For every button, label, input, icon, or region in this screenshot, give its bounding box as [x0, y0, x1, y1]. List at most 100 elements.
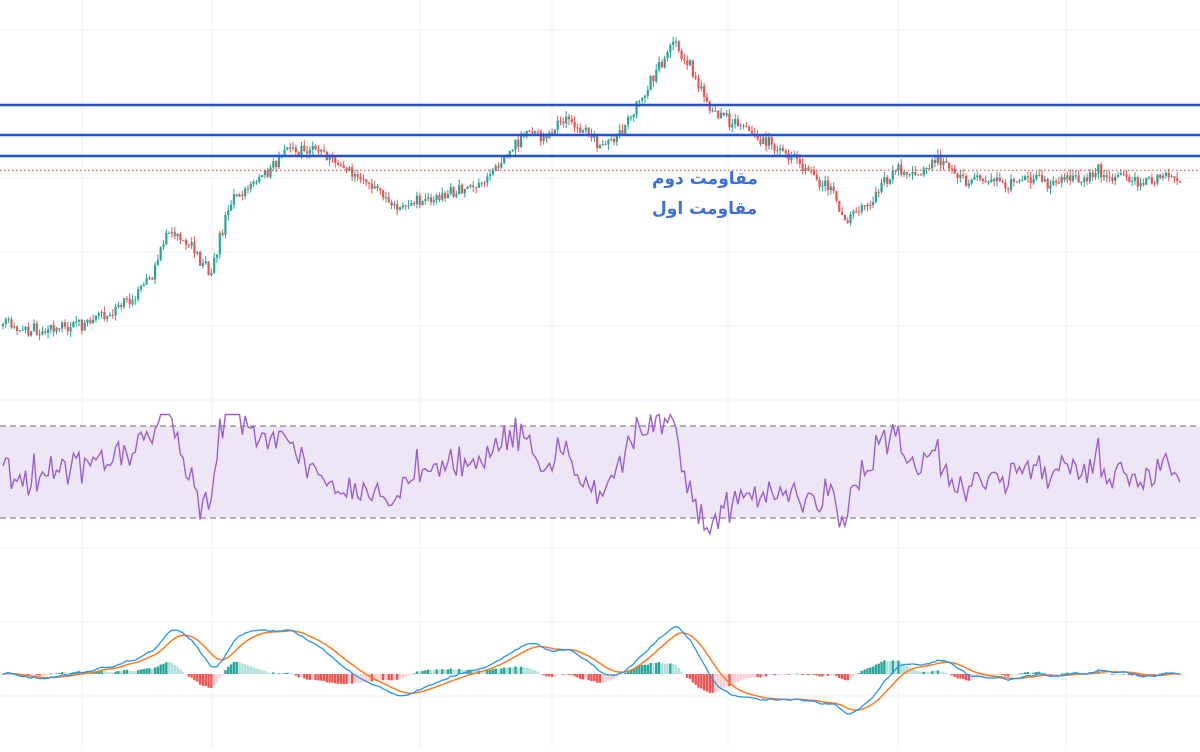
candle-body: [914, 171, 917, 175]
macd-histogram-bar: [356, 674, 359, 683]
candle-body: [717, 110, 720, 119]
candle-body: [443, 193, 447, 199]
candle: [449, 183, 452, 196]
candle-body: [598, 144, 602, 148]
candle: [534, 130, 537, 135]
candle: [44, 328, 47, 335]
macd-histogram-bar: [179, 669, 182, 674]
candle-body: [812, 170, 816, 175]
macd-histogram-bar: [308, 674, 312, 680]
candle: [576, 123, 579, 134]
candle-body: [604, 144, 607, 146]
candle-body: [348, 167, 351, 171]
candle-body: [353, 174, 357, 177]
candle-body: [948, 162, 951, 169]
candle: [466, 185, 469, 190]
candle-body: [379, 188, 382, 191]
macd-histogram-bar: [97, 670, 100, 674]
candle-body: [1100, 164, 1103, 178]
candle: [322, 144, 326, 153]
candle: [781, 144, 785, 152]
candle: [165, 229, 168, 246]
macd-histogram-bar: [928, 672, 931, 674]
candles: [1, 36, 1182, 341]
macd-histogram-bar: [852, 674, 855, 677]
candle: [567, 113, 571, 126]
macd-histogram-bar: [711, 674, 714, 693]
candle-body: [1136, 177, 1139, 187]
candle: [359, 172, 362, 183]
macd-histogram-bar: [793, 673, 796, 675]
candle: [72, 320, 75, 328]
macd-histogram-bar: [900, 662, 903, 674]
rsi-panel[interactable]: [0, 413, 1200, 537]
candle-body: [142, 284, 145, 287]
candle-body: [446, 194, 449, 199]
candle-body: [880, 182, 883, 192]
macd-panel[interactable]: [1, 625, 1182, 715]
candle-body: [773, 144, 776, 151]
candle: [1131, 177, 1134, 187]
macd-histogram-bar: [680, 671, 683, 674]
candle: [345, 166, 348, 174]
macd-histogram-bar: [322, 674, 326, 681]
candle-body: [917, 174, 920, 176]
candle-body: [30, 331, 33, 336]
candle: [905, 171, 908, 179]
candle-body: [703, 86, 706, 97]
candle: [928, 163, 931, 170]
candle-body: [111, 314, 114, 316]
candle-body: [987, 182, 990, 184]
macd-histogram-bar: [1122, 673, 1125, 675]
macd-histogram-bar: [148, 668, 151, 674]
macd-histogram-bar: [401, 674, 405, 678]
candle: [700, 80, 703, 92]
candle-body: [1024, 176, 1027, 181]
candle: [10, 316, 13, 329]
candle: [213, 252, 216, 275]
candle-body: [1055, 180, 1058, 183]
candle: [452, 186, 455, 199]
candle-body: [27, 326, 30, 336]
macd-histogram-bar: [612, 674, 616, 679]
macd-histogram-bar: [807, 674, 810, 676]
macd-histogram-bar: [646, 664, 650, 674]
macd-histogram-bar: [649, 662, 652, 674]
macd-histogram-bar: [103, 671, 106, 674]
macd-histogram-bar: [204, 674, 207, 686]
macd-line: [2, 625, 1181, 715]
candle: [880, 178, 883, 194]
candle-body: [976, 175, 979, 178]
macd-histogram-bar: [1102, 672, 1106, 674]
candle: [604, 140, 607, 146]
candle: [773, 143, 776, 155]
candle: [100, 309, 103, 319]
macd-histogram-bar: [438, 669, 441, 674]
macd-histogram-bar: [824, 674, 827, 676]
candle: [379, 187, 382, 195]
macd-histogram-bar: [497, 668, 500, 674]
candle: [607, 138, 610, 151]
candle-body: [272, 161, 275, 168]
macd-histogram-bar: [536, 671, 540, 674]
candle: [334, 155, 337, 168]
candle-body: [1111, 177, 1114, 181]
macd-histogram-bar: [691, 674, 695, 683]
candle: [497, 162, 500, 172]
price-panel[interactable]: مقاومت دوم مقاومت اول: [0, 36, 1200, 341]
candle: [1111, 173, 1114, 184]
macd-histogram-bar: [528, 668, 531, 674]
macd-histogram-bar: [894, 660, 897, 674]
candle: [210, 268, 213, 277]
macd-histogram-bar: [94, 671, 98, 674]
candle-body: [1122, 173, 1125, 175]
candle: [404, 204, 407, 211]
candle: [486, 173, 489, 187]
candle: [224, 211, 227, 239]
candle-body: [1021, 180, 1024, 182]
candle-body: [266, 170, 269, 177]
candle: [184, 238, 188, 250]
macd-histogram-bar: [111, 672, 115, 674]
